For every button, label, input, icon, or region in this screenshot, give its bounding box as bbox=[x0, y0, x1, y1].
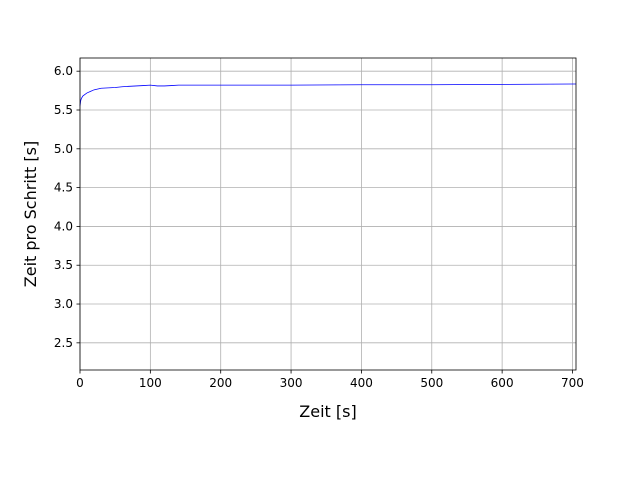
x-tick-label: 100 bbox=[139, 376, 162, 390]
y-tick-label: 4.0 bbox=[54, 219, 73, 233]
series-layer bbox=[79, 83, 576, 107]
plot-frame bbox=[79, 57, 577, 371]
x-axis-label: Zeit [s] bbox=[299, 402, 356, 421]
x-tick-label: 0 bbox=[76, 376, 84, 390]
grid bbox=[79, 58, 576, 370]
x-tick-label: 200 bbox=[209, 376, 232, 390]
x-tick-label: 600 bbox=[491, 376, 514, 390]
x-tick-label: 500 bbox=[420, 376, 443, 390]
y-tick-label: 4.5 bbox=[54, 181, 73, 195]
series-line bbox=[79, 83, 576, 107]
x-axis-ticks: 0 100 200 300 400 500 600 700 bbox=[76, 370, 584, 390]
y-tick-label: 6.0 bbox=[54, 64, 73, 78]
y-tick-label: 5.0 bbox=[54, 142, 73, 156]
y-tick-label: 3.0 bbox=[54, 297, 73, 311]
y-tick-label: 3.5 bbox=[54, 258, 73, 272]
y-tick-label: 2.5 bbox=[54, 336, 73, 350]
y-axis-ticks: 2.5 3.0 3.5 4.0 4.5 5.0 5.5 6.0 bbox=[54, 64, 80, 350]
x-tick-label: 400 bbox=[350, 376, 373, 390]
y-axis-label: Zeit pro Schritt [s] bbox=[21, 141, 40, 287]
y-tick-label: 5.5 bbox=[54, 103, 73, 117]
x-tick-label: 300 bbox=[280, 376, 303, 390]
x-tick-label: 700 bbox=[561, 376, 584, 390]
